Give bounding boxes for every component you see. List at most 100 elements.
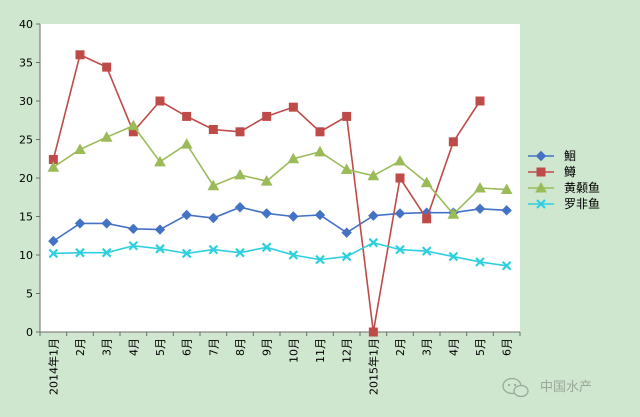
data-point: [341, 251, 352, 262]
x-marker-stroke: [48, 248, 59, 259]
data-point: [394, 155, 406, 166]
x-tick-label: 6月: [181, 338, 194, 356]
data-point: [287, 152, 300, 164]
x-marker-stroke: [448, 251, 459, 262]
data-point: [261, 208, 272, 219]
data-point: [102, 62, 112, 72]
data-point: [395, 173, 405, 183]
x-marker-stroke: [536, 199, 546, 209]
data-point: [422, 214, 432, 224]
series-layer: [47, 50, 513, 337]
x-tick-label: 11月: [314, 338, 327, 363]
x-tick-label: 2月: [394, 338, 407, 356]
series-line: [52, 124, 507, 216]
data-point: [501, 261, 512, 271]
x-marker-stroke: [101, 247, 112, 258]
plot-area: [40, 24, 520, 332]
data-point: [315, 127, 325, 137]
watermark: 中国水产: [502, 377, 592, 398]
data-point: [288, 250, 299, 260]
series-2: [48, 50, 485, 337]
x-tick-label: 10月: [287, 338, 300, 363]
data-point: [260, 175, 273, 186]
y-tick-label: 30: [19, 95, 33, 108]
x-tick-label: 2月: [74, 338, 87, 356]
data-point: [155, 244, 165, 254]
x-marker-stroke: [501, 261, 512, 271]
x-marker-stroke: [475, 257, 485, 267]
data-point: [367, 169, 380, 181]
data-point: [75, 50, 85, 60]
data-point: [314, 145, 326, 157]
data-point: [154, 155, 166, 167]
x-marker-stroke: [128, 240, 139, 251]
axes: 0 5 10 15 20 25 30 35 40 2014年1月 2月 3月 4月 5月 6月 7月 8月 9月 1…: [19, 18, 521, 395]
x-marker-stroke: [315, 254, 325, 265]
x-tick-label: 2014年1月: [46, 338, 60, 395]
x-marker-stroke: [261, 242, 272, 253]
data-point: [342, 111, 352, 121]
legend-label: 黄颡鱼: [564, 181, 600, 195]
data-point: [501, 205, 512, 216]
x-marker-stroke: [368, 237, 379, 248]
data-point: [208, 244, 219, 255]
data-point: [448, 251, 459, 262]
x-marker-stroke: [208, 244, 219, 255]
data-point: [235, 127, 245, 137]
data-point: [48, 248, 59, 259]
x-tick-label: 3月: [101, 338, 114, 356]
x-tick-label: 4月: [127, 338, 140, 356]
x-tick-label: 7月: [207, 338, 220, 356]
y-tick-label: 25: [19, 134, 33, 147]
data-point: [154, 224, 166, 235]
legend-marker: [536, 199, 546, 209]
y-tick-label: 35: [19, 57, 33, 70]
data-point: [100, 131, 113, 142]
data-point: [368, 327, 378, 337]
x-tick-label: 9月: [261, 338, 274, 356]
data-point: [74, 218, 86, 229]
data-point: [127, 119, 140, 131]
data-point: [394, 208, 406, 219]
data-point: [180, 138, 193, 149]
x-marker-stroke: [75, 247, 85, 258]
x-tick-label: 5月: [154, 338, 167, 356]
legend-item: 鮰: [528, 149, 576, 163]
watermark-text: 中国水产: [540, 380, 592, 395]
data-point: [288, 211, 299, 222]
data-point: [75, 247, 85, 258]
data-point: [500, 183, 513, 195]
x-marker-stroke: [341, 251, 352, 262]
data-point: [474, 181, 486, 193]
data-point: [101, 247, 112, 258]
legend-item: 鳟: [528, 165, 576, 179]
data-point: [261, 242, 272, 253]
data-point: [288, 102, 298, 112]
data-point: [314, 209, 326, 221]
data-point: [340, 163, 353, 175]
data-point: [234, 202, 246, 213]
data-point: [235, 247, 245, 258]
x-tick-label: 5月: [474, 338, 487, 356]
data-point: [395, 244, 405, 255]
y-tick-label: 40: [19, 18, 33, 31]
data-point: [48, 235, 59, 247]
series-1: [48, 202, 512, 247]
x-tick-label: 3月: [421, 338, 434, 356]
y-tick-label: 10: [19, 249, 33, 262]
series-line: [53, 241, 507, 267]
x-marker-stroke: [235, 247, 245, 258]
x-tick-label: 6月: [501, 338, 514, 356]
data-point: [262, 111, 272, 121]
legend-label: 鳟: [564, 165, 576, 179]
data-point: [475, 96, 485, 106]
x-tick-label: 8月: [234, 338, 247, 356]
data-point: [315, 254, 325, 265]
legend-item: 罗非鱼: [528, 197, 600, 211]
x-marker-stroke: [395, 244, 405, 255]
data-point: [420, 176, 433, 188]
legend-label: 鮰: [564, 149, 576, 163]
